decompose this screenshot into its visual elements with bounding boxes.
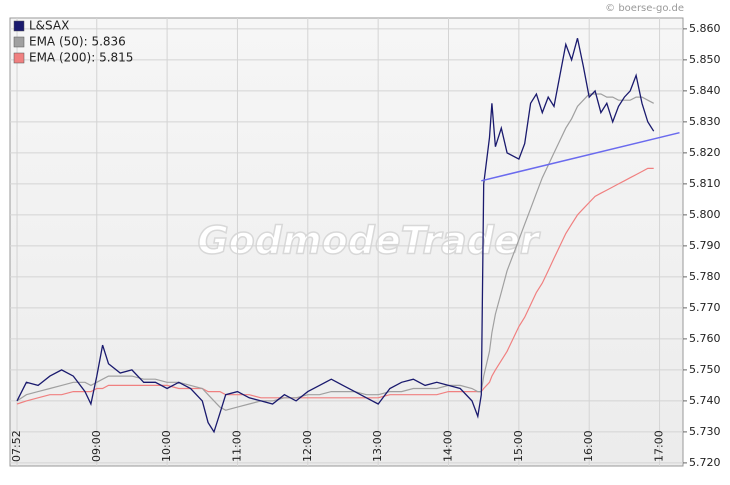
line: [16, 38, 655, 434]
legend-swatch: [13, 20, 25, 32]
y-tick-label: 5.800: [689, 208, 721, 221]
legend-label: L&SAX: [29, 19, 69, 33]
line: [16, 93, 654, 411]
legend-label: EMA (50): 5.836: [29, 35, 126, 49]
x-tick-label: 10:00: [160, 430, 173, 462]
legend-label: EMA (200): 5.815: [29, 51, 133, 65]
y-tick-label: 5.790: [689, 239, 721, 252]
x-tick-label: 17:00: [653, 430, 666, 462]
legend-swatch: [13, 52, 25, 64]
watermark: GodmodeTrader: [197, 219, 540, 263]
y-tick-label: 5.720: [689, 456, 721, 469]
y-tick-label: 5.740: [689, 394, 721, 407]
y-tick-label: 5.840: [689, 84, 721, 97]
x-tick-label: 09:00: [90, 430, 103, 462]
x-tick-label: 13:00: [371, 430, 384, 462]
y-tick-label: 5.820: [689, 146, 721, 159]
x-tick-label: 12:00: [301, 430, 314, 462]
x-tick-label: 16:00: [582, 430, 595, 462]
x-tick-label: 07:52: [10, 430, 23, 462]
x-tick-label: 14:00: [442, 430, 455, 462]
y-tick-label: 5.750: [689, 363, 721, 376]
y-tick-label: 5.830: [689, 115, 721, 128]
x-tick-label: 11:00: [230, 430, 243, 462]
y-tick-label: 5.860: [689, 22, 721, 35]
y-tick-label: 5.770: [689, 301, 721, 314]
legend-swatch: [13, 36, 25, 48]
y-tick-label: 5.850: [689, 53, 721, 66]
source: © boerse-go.de: [605, 3, 684, 14]
line: [16, 167, 654, 405]
y-tick-label: 5.810: [689, 177, 721, 190]
y-tick-label: 5.780: [689, 270, 721, 283]
y-tick-label: 5.760: [689, 332, 721, 345]
y-tick-label: 5.730: [689, 425, 721, 438]
x-tick-label: 15:00: [512, 430, 525, 462]
trendline: [481, 131, 680, 182]
